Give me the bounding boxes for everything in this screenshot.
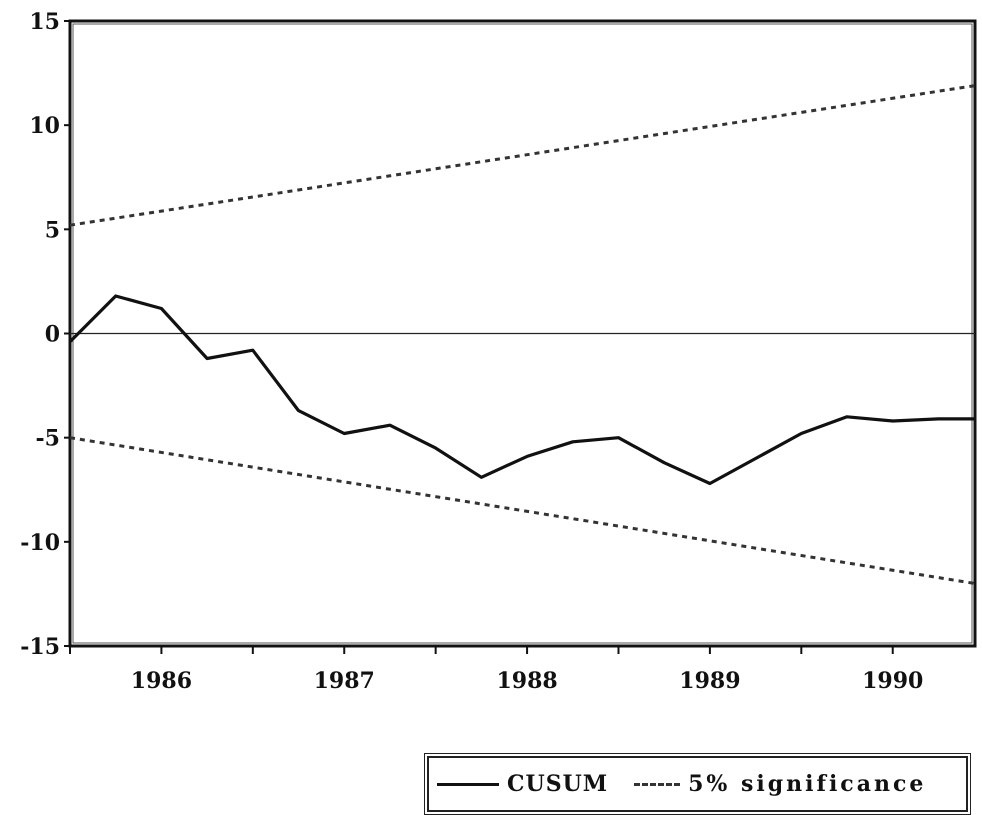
plot-area: 15 10 5 0 -5 -10 -15 1986 1987 1988 1989 1990 bbox=[20, 9, 975, 694]
y-tick-label: -5 bbox=[36, 426, 60, 452]
x-tick-label: 1989 bbox=[679, 668, 740, 694]
chart-legend: CUSUM 5% significance bbox=[427, 756, 968, 812]
legend-significance-swatch bbox=[634, 783, 680, 786]
y-tick-label: -15 bbox=[20, 634, 60, 660]
significance-bound-line-1 bbox=[70, 86, 975, 226]
legend-significance-label: 5% significance bbox=[688, 771, 926, 797]
legend-cusum-swatch bbox=[437, 783, 499, 786]
y-tick-label: 10 bbox=[29, 113, 60, 139]
x-tick-label: 1990 bbox=[862, 668, 923, 694]
cusum-line bbox=[70, 296, 975, 484]
y-tick-label: 15 bbox=[29, 9, 60, 35]
x-tick-label: 1987 bbox=[314, 668, 375, 694]
y-tick-label: 0 bbox=[45, 322, 60, 348]
y-tick-label: -10 bbox=[20, 530, 60, 556]
cusum-chart: 15 10 5 0 -5 -10 -15 1986 1987 1988 1989 1990 bbox=[0, 0, 982, 760]
y-tick-label: 5 bbox=[45, 217, 60, 243]
x-tick-label: 1986 bbox=[131, 668, 192, 694]
x-tick-label: 1988 bbox=[496, 668, 557, 694]
legend-cusum-label: CUSUM bbox=[507, 771, 608, 797]
